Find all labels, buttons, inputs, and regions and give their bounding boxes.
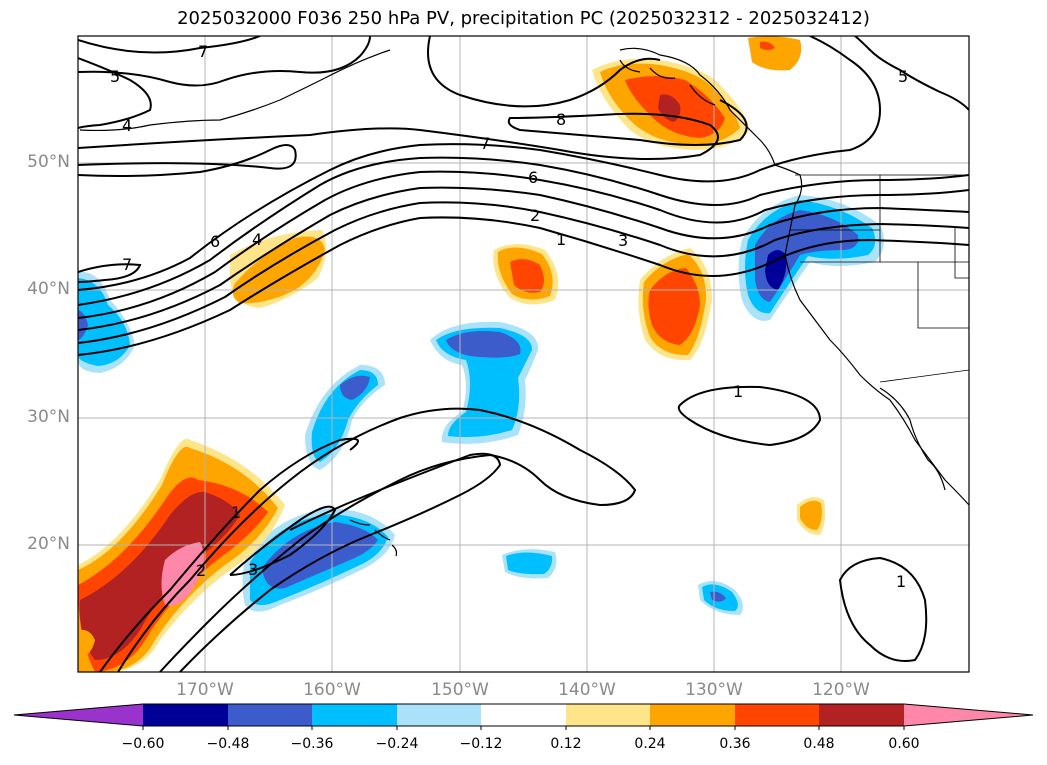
colorbar-tick-label: −0.12 <box>459 736 503 752</box>
colorbar-tick-label: 0.12 <box>550 736 582 752</box>
lon-label-170w: 170°W <box>176 680 234 700</box>
precip-fill-hawaii-band <box>230 230 395 612</box>
map-title: 2025032000 F036 250 hPa PV, precipitatio… <box>177 8 870 29</box>
colorbar-cell <box>312 704 397 726</box>
lat-label-40n: 40°N <box>27 279 70 299</box>
contour-label: 1 <box>733 382 743 401</box>
colorbar-cell <box>735 704 819 726</box>
contour-label: 2 <box>196 561 206 580</box>
colorbar <box>13 703 1034 730</box>
colorbar-cell <box>397 704 481 726</box>
colorbar-tick-label: 0.24 <box>634 736 666 752</box>
colorbar-tick-label: −0.48 <box>206 736 250 752</box>
contour-label: 2 <box>530 206 540 225</box>
contour-label: 5 <box>110 67 120 86</box>
colorbar-tick-label: 0.36 <box>719 736 751 752</box>
contour-label: 6 <box>528 168 538 187</box>
lat-label-20n: 20°N <box>27 534 70 554</box>
lon-label-150w: 150°W <box>431 680 489 700</box>
lat-label-50n: 50°N <box>27 152 70 172</box>
colorbar-cell <box>481 704 566 726</box>
lat-label-30n: 30°N <box>27 407 70 427</box>
lon-label-130w: 130°W <box>685 680 743 700</box>
contour-label: 5 <box>898 67 908 86</box>
contour-label: 1 <box>231 503 241 522</box>
colorbar-tick-label: −0.36 <box>290 736 334 752</box>
contour-label: 3 <box>248 560 258 579</box>
precip-fill-west-pacific <box>78 271 285 672</box>
contour-label: 3 <box>618 231 628 250</box>
colorbar-cell <box>143 704 228 726</box>
contour-label: 4 <box>252 230 262 249</box>
lon-label-160w: 160°W <box>303 680 361 700</box>
state-borders <box>790 174 969 383</box>
colorbar-tick-label: 0.48 <box>803 736 835 752</box>
contour-label: 4 <box>122 116 132 135</box>
contour-label: 1 <box>556 230 566 249</box>
precip-fill-alaska-panhandle <box>592 36 802 150</box>
contour-label: 7 <box>480 134 490 153</box>
contour-label: 8 <box>556 110 566 129</box>
lon-label-120w: 120°W <box>812 680 870 700</box>
colorbar-cell <box>566 704 650 726</box>
contour-label: 1 <box>896 572 906 591</box>
colorbar-tick-label: 0.60 <box>888 736 920 752</box>
contour-label: 7 <box>198 42 208 61</box>
map-frame <box>77 35 970 673</box>
colorbar-extend-right <box>904 704 1033 726</box>
lon-label-140w: 140°W <box>558 680 616 700</box>
colorbar-tick-label: −0.24 <box>375 736 419 752</box>
colorbar-extend-left <box>14 704 143 726</box>
colorbar-tick-label: −0.60 <box>121 736 165 752</box>
contour-label: 6 <box>210 232 220 251</box>
colorbar-cell <box>650 704 735 726</box>
contour-label: 7 <box>122 255 132 274</box>
pv-contour-labels: 7 5 4 7 6 4 8 7 6 2 1 3 1 2 3 1 1 5 <box>110 42 908 591</box>
colorbar-cell <box>228 704 312 726</box>
pv-contours <box>78 36 969 672</box>
colorbar-cell <box>819 704 904 726</box>
